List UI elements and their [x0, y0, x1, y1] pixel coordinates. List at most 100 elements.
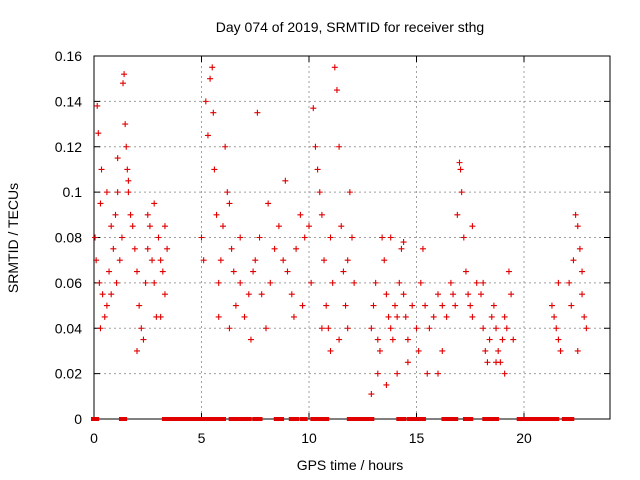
- data-point: [237, 279, 244, 286]
- data-point: [314, 166, 321, 173]
- data-point: [323, 302, 330, 309]
- data-points: [92, 64, 590, 398]
- data-point: [112, 211, 119, 218]
- data-point: [551, 313, 558, 320]
- data-point: [267, 279, 274, 286]
- data-point: [417, 279, 424, 286]
- data-point: [306, 223, 312, 230]
- data-point: [151, 279, 158, 286]
- data-point: [222, 143, 229, 150]
- data-point: [419, 245, 426, 252]
- data-point: [120, 80, 127, 87]
- data-point: [327, 234, 334, 241]
- data-point: [458, 189, 465, 196]
- data-point: [290, 313, 297, 320]
- data-point: [430, 313, 437, 320]
- data-point: [439, 302, 446, 309]
- y-tick-label: 0.02: [55, 366, 82, 382]
- data-point: [121, 71, 128, 78]
- data-point: [207, 75, 214, 82]
- data-point: [505, 268, 512, 275]
- data-point: [97, 325, 104, 332]
- data-point: [370, 302, 377, 309]
- data-point: [127, 211, 134, 218]
- data-point: [282, 177, 289, 184]
- data-point: [329, 279, 336, 286]
- chart-title: Day 074 of 2019, SRMTID for receiver sth…: [216, 19, 484, 35]
- data-point: [275, 223, 282, 230]
- data-point: [469, 313, 476, 320]
- y-tick-labels: 0 0.02 0.04 0.06 0.08 0.1 0.12 0.14 0.16: [55, 48, 82, 427]
- data-point: [114, 189, 121, 196]
- data-point: [499, 336, 506, 343]
- data-point: [211, 166, 218, 173]
- x-tick-label: 5: [198, 430, 206, 446]
- data-point: [392, 302, 398, 309]
- data-point: [482, 347, 489, 354]
- data-point: [510, 336, 517, 343]
- data-point: [293, 245, 300, 252]
- data-point: [387, 234, 394, 241]
- data-point: [108, 223, 115, 230]
- data-point: [254, 109, 261, 116]
- y-tick-label: 0.12: [55, 139, 82, 155]
- data-point: [452, 302, 459, 309]
- data-point: [404, 336, 411, 343]
- data-point: [374, 336, 381, 343]
- data-point: [134, 268, 140, 275]
- data-point: [250, 268, 257, 275]
- data-point: [480, 325, 487, 332]
- data-point: [574, 223, 581, 230]
- data-point: [351, 279, 358, 286]
- data-point: [368, 391, 375, 398]
- y-tick-label: 0.06: [55, 275, 82, 291]
- data-point: [344, 325, 351, 332]
- data-point: [224, 189, 231, 196]
- data-point: [129, 223, 136, 230]
- data-point: [310, 105, 317, 112]
- data-point: [402, 313, 409, 320]
- data-point: [576, 245, 583, 252]
- data-point: [336, 143, 343, 150]
- data-point: [241, 313, 248, 320]
- x-tick-label: 10: [301, 430, 317, 446]
- y-tick-label: 0.14: [55, 93, 82, 109]
- data-point: [226, 200, 233, 207]
- data-point: [557, 347, 564, 354]
- data-point: [439, 347, 446, 354]
- data-point: [501, 370, 508, 377]
- data-point: [124, 166, 131, 173]
- data-point: [478, 291, 484, 298]
- data-point: [271, 245, 278, 252]
- data-point: [555, 279, 562, 286]
- data-point: [228, 245, 235, 252]
- x-tick-label: 15: [409, 430, 425, 446]
- data-point: [389, 336, 396, 343]
- data-point: [245, 291, 252, 298]
- data-point: [103, 189, 110, 196]
- data-point: [447, 279, 454, 286]
- data-point: [480, 279, 487, 286]
- data-point: [321, 257, 328, 264]
- y-tick-label: 0.04: [55, 320, 82, 336]
- data-point: [116, 257, 123, 264]
- data-point: [146, 223, 153, 230]
- data-point: [136, 302, 143, 309]
- x-tick-label: 20: [516, 430, 532, 446]
- data-point: [383, 381, 390, 388]
- data-point: [198, 234, 205, 241]
- data-point: [114, 155, 121, 162]
- data-point: [213, 211, 220, 218]
- data-point: [159, 268, 166, 275]
- data-point: [113, 279, 120, 286]
- data-point: [368, 325, 375, 332]
- data-point: [336, 336, 343, 343]
- data-point: [508, 291, 515, 298]
- y-tick-label: 0: [74, 411, 82, 427]
- data-point: [424, 370, 431, 377]
- data-point: [400, 239, 407, 246]
- data-point: [450, 291, 457, 298]
- data-point: [318, 325, 325, 332]
- data-point: [333, 87, 340, 94]
